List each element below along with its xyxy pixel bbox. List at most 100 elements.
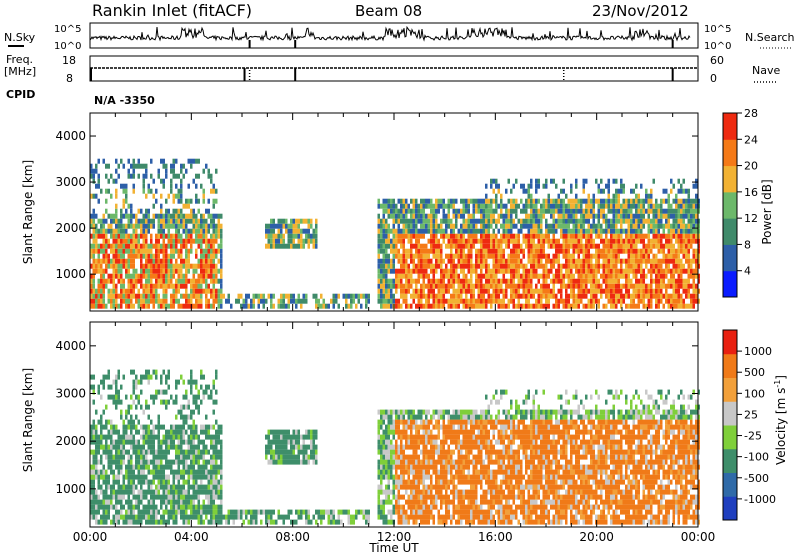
heatmap-cell [573, 304, 576, 309]
heatmap-cell [433, 214, 436, 219]
heatmap-cell [645, 289, 648, 294]
heatmap-cell [133, 520, 136, 525]
heatmap-cell [433, 274, 436, 279]
heatmap-cell [683, 304, 686, 309]
heatmap-cell [193, 239, 196, 244]
heatmap-cell [103, 224, 106, 229]
heatmap-cell [145, 259, 148, 264]
heatmap-cell [198, 500, 201, 505]
heatmap-cell [488, 299, 491, 304]
heatmap-cell [440, 284, 443, 289]
heatmap-cell [503, 269, 506, 274]
heatmap-cell [165, 430, 168, 435]
heatmap-cell [203, 520, 206, 525]
heatmap-cell [95, 465, 98, 470]
heatmap-cell [398, 199, 401, 204]
heatmap-cell [670, 209, 673, 214]
heatmap-cell [695, 219, 698, 224]
heatmap-cell [693, 284, 696, 289]
heatmap-cell [198, 435, 201, 440]
heatmap-cell [600, 289, 603, 294]
heatmap-cell [153, 475, 156, 480]
heatmap-cell [123, 259, 126, 264]
heatmap-cell [590, 199, 593, 204]
heatmap-cell [595, 284, 598, 289]
heatmap-cell [510, 209, 513, 214]
heatmap-cell [523, 249, 526, 254]
heatmap-cell [665, 199, 668, 204]
heatmap-cell [185, 480, 188, 485]
heatmap-cell [593, 284, 596, 289]
heatmap-cell [468, 209, 471, 214]
heatmap-cell [205, 475, 208, 480]
heatmap-cell [473, 264, 476, 269]
heatmap-cell [203, 254, 206, 259]
heatmap-cell [593, 294, 596, 299]
heatmap-cell [405, 234, 408, 239]
heatmap-cell [133, 445, 136, 450]
heatmap-cell [205, 385, 208, 390]
heatmap-cell [113, 279, 116, 284]
heatmap-cell [548, 284, 551, 289]
heatmap-cell [480, 249, 483, 254]
heatmap-cell [638, 279, 641, 284]
heatmap-cell [575, 214, 578, 219]
heatmap-cell [175, 214, 178, 219]
heatmap-cell [133, 284, 136, 289]
heatmap-cell [665, 254, 668, 259]
heatmap-cell [658, 304, 661, 309]
heatmap-cell [533, 229, 536, 234]
heatmap-cell [458, 259, 461, 264]
heatmap-cell [383, 229, 386, 234]
heatmap-cell [543, 254, 546, 259]
heatmap-cell [228, 510, 231, 515]
heatmap-cell [438, 204, 441, 209]
cpid-value: N/A -3350 [94, 94, 155, 107]
heatmap-cell [613, 244, 616, 249]
heatmap-cell [570, 219, 573, 224]
heatmap-cell [603, 304, 606, 309]
heatmap-cell [615, 264, 618, 269]
heatmap-cell [510, 264, 513, 269]
heatmap-cell [448, 244, 451, 249]
heatmap-cell [365, 304, 368, 309]
heatmap-cell [585, 214, 588, 219]
heatmap-cell [140, 475, 143, 480]
heatmap-cell [118, 239, 121, 244]
heatmap-cell [113, 495, 116, 500]
heatmap-cell [93, 234, 96, 239]
heatmap-cell [160, 194, 163, 199]
heatmap-cell [583, 224, 586, 229]
heatmap-cell [535, 244, 538, 249]
heatmap-cell [163, 465, 166, 470]
heatmap-cell [183, 480, 186, 485]
heatmap-cell [403, 269, 406, 274]
heatmap-cell [633, 259, 636, 264]
heatmap-cell [268, 239, 271, 244]
heatmap-cell [563, 224, 566, 229]
heatmap-cell [208, 385, 211, 390]
heatmap-cell [563, 254, 566, 259]
heatmap-cell [188, 450, 191, 455]
heatmap-cell [128, 515, 131, 520]
heatmap-cell [393, 294, 396, 299]
heatmap-cell [145, 214, 148, 219]
heatmap-cell [628, 254, 631, 259]
heatmap-cell [565, 264, 568, 269]
heatmap-cell [403, 234, 406, 239]
heatmap-cell [475, 274, 478, 279]
heatmap-cell [380, 299, 383, 304]
heatmap-cell [630, 304, 633, 309]
heatmap-cell [525, 294, 528, 299]
heatmap-cell [633, 204, 636, 209]
heatmap-cell [610, 259, 613, 264]
heatmap-cell [480, 224, 483, 229]
heatmap-cell [180, 184, 183, 189]
heatmap-cell [178, 510, 181, 515]
heatmap-cell [143, 465, 146, 470]
heatmap-cell [288, 239, 291, 244]
heatmap-cell [140, 234, 143, 239]
heatmap-cell [98, 299, 101, 304]
heatmap-cell [388, 234, 391, 239]
heatmap-cell [485, 234, 488, 239]
